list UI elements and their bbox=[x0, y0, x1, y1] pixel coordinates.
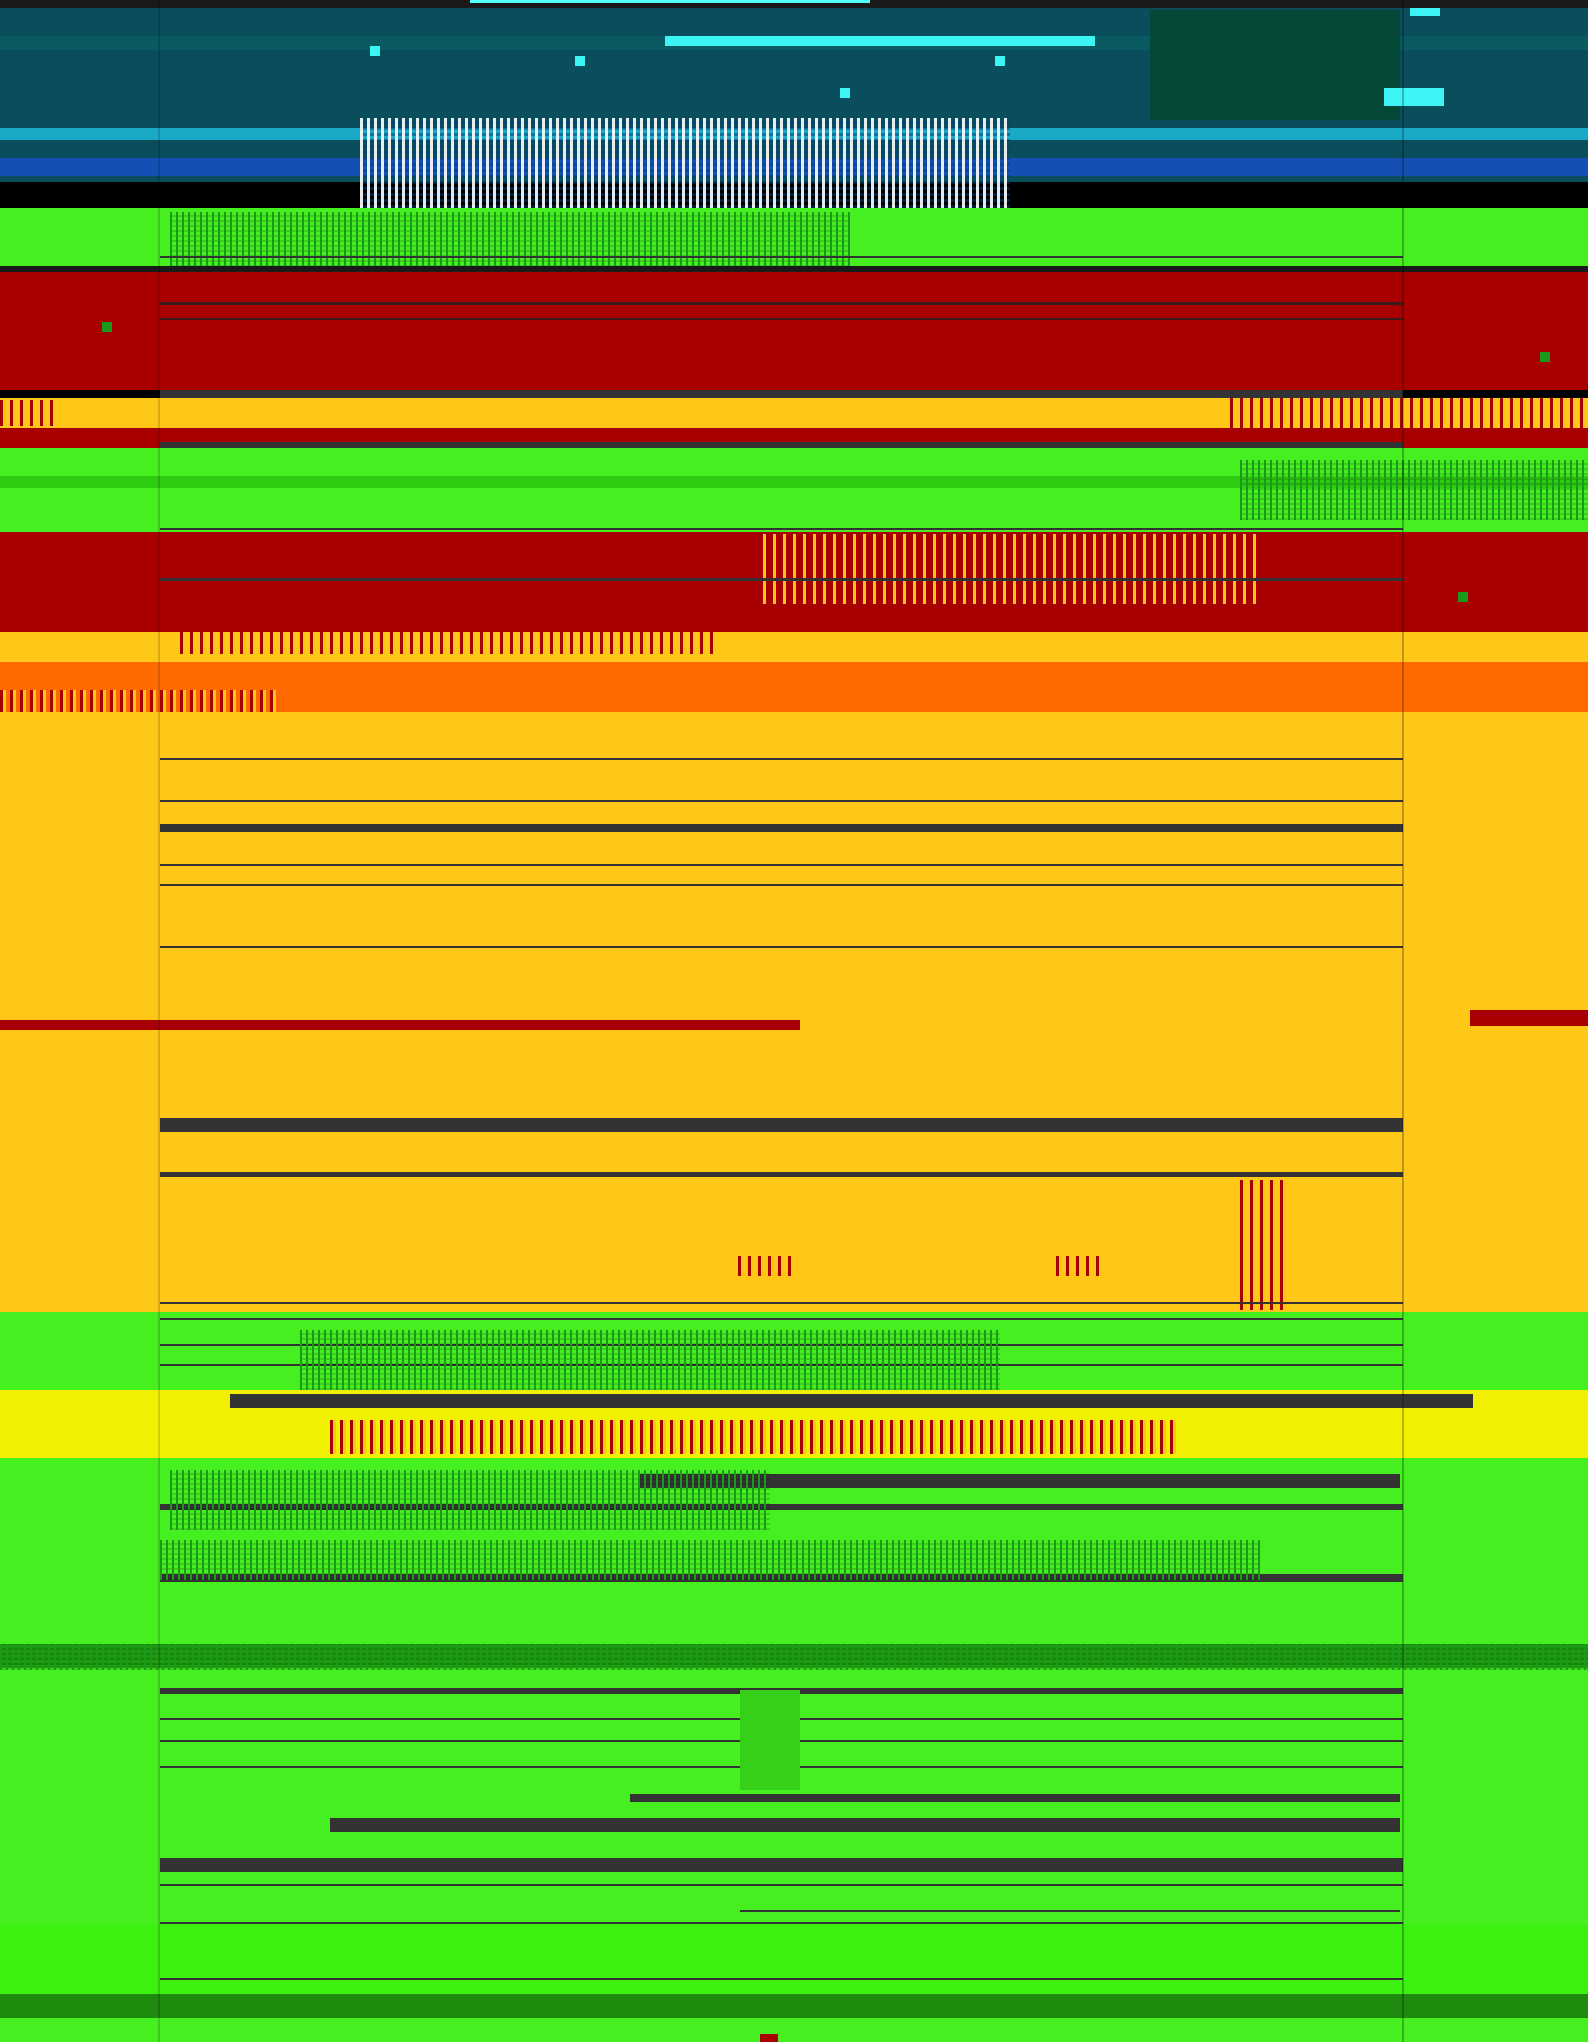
bottom-dark-green bbox=[0, 1994, 1588, 2018]
green-line-thick-3 bbox=[160, 1858, 1403, 1872]
green-dot-red-3 bbox=[1458, 592, 1468, 602]
yellow-line-1 bbox=[160, 758, 1403, 760]
red-streak-right bbox=[1470, 1010, 1588, 1026]
yellow-line-2 bbox=[160, 800, 1403, 802]
cyan-dot-4 bbox=[840, 88, 850, 98]
warm-noise-2 bbox=[760, 534, 1260, 604]
red-band-3-line bbox=[160, 578, 1403, 581]
bottom-green bbox=[0, 2018, 1588, 2042]
warm-noise-left bbox=[0, 400, 60, 426]
sky-dark-panel bbox=[1150, 10, 1400, 120]
warm-noise-7 bbox=[330, 1420, 1180, 1454]
cyan-chunk-right bbox=[1384, 88, 1444, 106]
top-strip bbox=[0, 0, 1588, 8]
cyan-dot-2 bbox=[575, 56, 585, 66]
green-texture-1 bbox=[170, 212, 850, 272]
red-streak-yellow bbox=[0, 1020, 800, 1030]
yellow-line-4 bbox=[160, 864, 1403, 866]
bottom-red-marker bbox=[760, 2034, 778, 2042]
red-band-line-3 bbox=[160, 390, 1403, 398]
yellow-line-8 bbox=[160, 1302, 1403, 1304]
red-band-2-line bbox=[160, 442, 1403, 448]
green-line-thick-2 bbox=[330, 1818, 1400, 1832]
warm-noise-5 bbox=[738, 1256, 798, 1276]
cyan-dot-1 bbox=[370, 46, 380, 56]
green-line-12 bbox=[740, 1910, 1400, 1912]
warm-noise-6 bbox=[1056, 1256, 1100, 1276]
cyan-dot-3 bbox=[995, 56, 1005, 66]
green-texture-5 bbox=[160, 1540, 1260, 1580]
green-line-10 bbox=[630, 1794, 1400, 1802]
yellow-line-7 bbox=[160, 1172, 1403, 1177]
yellow-region bbox=[0, 712, 1588, 1312]
red-band-line-2 bbox=[160, 318, 1403, 320]
yellow-line-thick bbox=[160, 1118, 1403, 1132]
green-texture-4 bbox=[170, 1470, 770, 1530]
top-right-marker bbox=[1410, 8, 1440, 16]
green-line-13 bbox=[160, 1922, 1403, 1924]
green-line-11 bbox=[160, 1884, 1403, 1886]
bright-green-bottom bbox=[0, 1924, 1588, 1994]
warm-noise-4 bbox=[0, 690, 280, 712]
green-vertical-shade bbox=[740, 1690, 800, 1790]
noise-cluster-sky bbox=[360, 118, 1010, 208]
green-texture-3 bbox=[300, 1330, 1000, 1390]
green-texture-6 bbox=[0, 1644, 1588, 1670]
red-band-line-1 bbox=[160, 302, 1403, 305]
warm-noise-1 bbox=[1230, 398, 1588, 428]
panel-right-edge bbox=[1402, 0, 1404, 2042]
warm-noise-3 bbox=[180, 632, 720, 654]
bright-yellow-line bbox=[230, 1394, 1473, 1408]
green-band-2-line bbox=[160, 528, 1403, 530]
green-dot-red-1 bbox=[102, 322, 112, 332]
green-line-4 bbox=[160, 1504, 1403, 1510]
top-strip-highlight bbox=[470, 0, 870, 3]
red-band-1 bbox=[0, 272, 1588, 390]
green-line-1 bbox=[160, 1318, 1403, 1320]
dark-separator-1 bbox=[0, 266, 1588, 272]
yellow-line-6 bbox=[160, 946, 1403, 948]
panel-left-edge bbox=[158, 0, 160, 2042]
green-line-14 bbox=[160, 1978, 1403, 1980]
panel-line-1 bbox=[160, 256, 1403, 258]
warm-noise-figure bbox=[1240, 1180, 1288, 1310]
green-band-2-dark bbox=[0, 476, 1588, 488]
yellow-line-5 bbox=[160, 884, 1403, 886]
green-dot-red-2 bbox=[1540, 352, 1550, 362]
green-line-thick-1 bbox=[640, 1474, 1400, 1488]
cyan-streak-1 bbox=[665, 36, 1095, 46]
yellow-line-3 bbox=[160, 824, 1403, 832]
green-texture-2 bbox=[1240, 460, 1588, 520]
